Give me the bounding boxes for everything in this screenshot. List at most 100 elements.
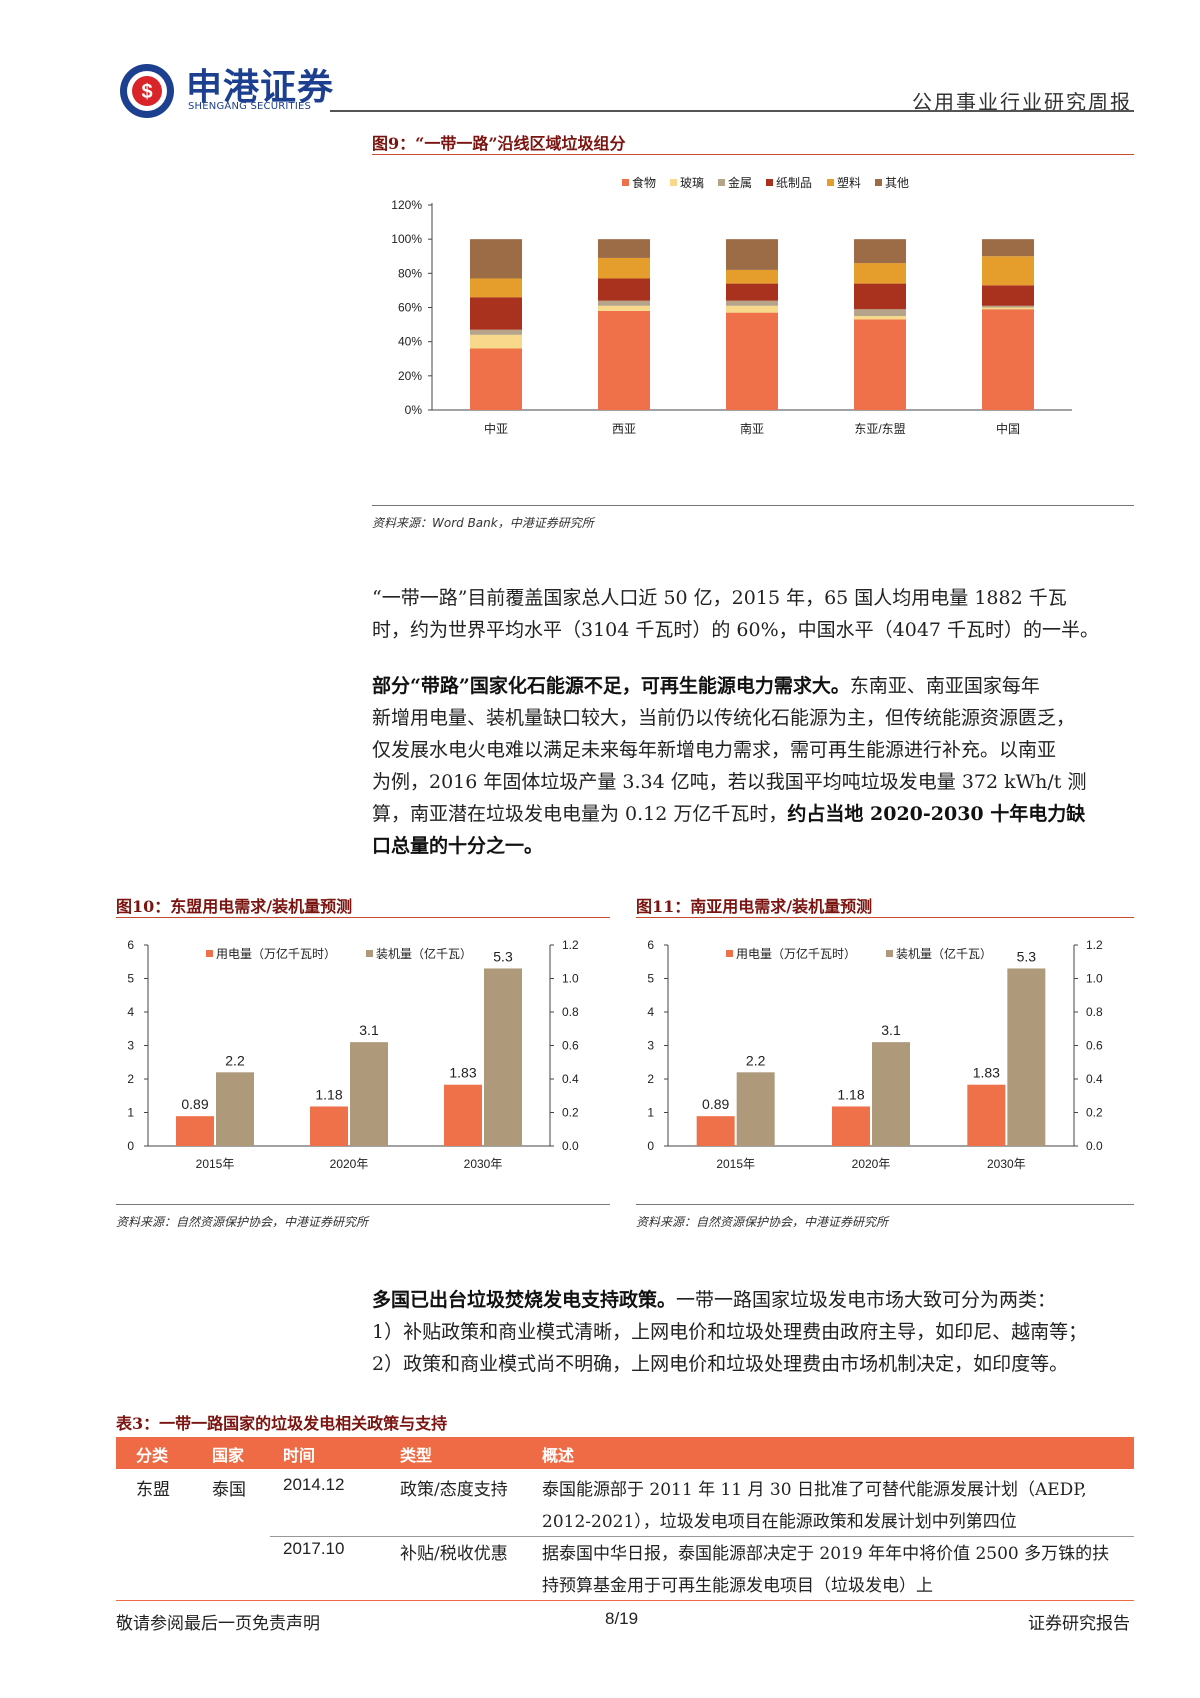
table-row-divider — [270, 1536, 1134, 1537]
figure9-chart: 0% 20% 40% 60% 80% 100% 120% 中亚 西亚 南亚 东亚/东盟 中国 食物 玻璃 金… — [391, 175, 1072, 436]
table-cell-type: 补贴/税收优惠 — [400, 1544, 508, 1564]
legend-label: 其他 — [885, 176, 909, 190]
legend-label: 用电量（万亿千瓦时） — [736, 946, 856, 961]
legend-swatch — [875, 179, 882, 186]
figure10-bottom-rule — [116, 1204, 610, 1205]
table-cell-time: 2014.12 — [283, 1475, 345, 1494]
legend-label: 装机量（亿千瓦） — [376, 946, 472, 961]
y-tick-label: 0% — [405, 403, 423, 417]
x-tick-label: 2015年 — [716, 1157, 755, 1171]
x-tick-label: 南亚 — [740, 421, 764, 436]
table3-caption: 表3：一带一路国家的垃圾发电相关政策与支持 — [116, 1414, 448, 1433]
y-right-tick-label: 0.0 — [562, 1139, 579, 1153]
y-tick-label: 80% — [398, 266, 422, 280]
y-tick-label: 100% — [391, 232, 422, 246]
paragraph-lead-bold: 多国已出台垃圾焚烧发电支持政策。 — [372, 1289, 677, 1311]
y-right-tick-label: 0.2 — [1086, 1106, 1103, 1120]
table-cell-summary: 据泰国中华日报，泰国能源部决定于 2019 年年中将价值 2500 多万铢的扶 — [542, 1544, 1110, 1564]
x-tick-label: 中亚 — [484, 421, 508, 436]
bar — [696, 1116, 735, 1146]
x-tick-label: 2030年 — [464, 1157, 503, 1171]
bar — [216, 1072, 254, 1146]
y-left-tick-label: 4 — [127, 1005, 134, 1019]
bar-segment — [854, 309, 906, 317]
x-tick-label: 中国 — [996, 421, 1020, 436]
table-header-cell: 国家 — [212, 1446, 245, 1465]
paragraph-line: 1）补贴政策和商业模式清晰，上网电价和垃圾处理费由政府主导，如印尼、越南等； — [372, 1321, 1088, 1343]
y-left-tick-label: 1 — [127, 1106, 134, 1120]
table-header-cell: 时间 — [283, 1446, 316, 1465]
y-tick-label: 60% — [398, 301, 422, 315]
figure10-chart: 0 1 2 3 4 5 6 0.0 0.2 0.4 0.6 0.8 1.0 1.2 0.89 2.2 2015年… — [127, 938, 579, 1171]
data-label: 1.83 — [449, 1065, 476, 1081]
legend-swatch — [766, 179, 773, 186]
x-tick-label: 东亚/东盟 — [854, 422, 905, 436]
table-cell-time: 2017.10 — [283, 1539, 345, 1558]
data-label: 1.18 — [837, 1086, 864, 1102]
figure9-top-rule — [372, 154, 1134, 155]
bar-segment — [598, 278, 650, 301]
y-right-tick-label: 1.0 — [1086, 972, 1103, 986]
bar-segment — [854, 319, 906, 410]
legend-swatch — [622, 179, 629, 186]
paragraph-highlight-bold: 约占当地 2020-2030 十年电力缺 — [787, 803, 1086, 825]
y-left-tick-label: 2 — [647, 1072, 654, 1086]
bar-segment — [598, 310, 650, 410]
bar — [484, 968, 522, 1146]
bar-segment — [726, 269, 778, 284]
y-right-tick-label: 0.2 — [562, 1106, 579, 1120]
y-right-tick-label: 0.8 — [1086, 1005, 1103, 1019]
bar-segment — [598, 300, 650, 306]
y-left-tick-label: 5 — [127, 972, 134, 986]
shengang-logo-icon: $ — [120, 64, 174, 118]
bar-segment — [854, 316, 906, 320]
legend-swatch — [366, 950, 373, 957]
paragraph-line: 为例，2016 年固体垃圾产量 3.34 亿吨，若以我国平均吨垃圾发电量 372… — [372, 771, 1087, 793]
bar-segment — [854, 263, 906, 284]
company-logo-text: 申港证券 — [186, 67, 335, 108]
bar — [350, 1042, 388, 1146]
bar — [736, 1072, 775, 1146]
bar-segment — [726, 283, 778, 301]
legend-swatch — [206, 950, 213, 957]
data-label: 1.18 — [315, 1086, 342, 1102]
figure9-source: 资料来源：Word Bank，中港证券研究所 — [372, 516, 594, 530]
table-cell-summary: 2012-2021），垃圾发电项目在能源政策和发展计划中列第四位 — [542, 1512, 1017, 1532]
bar — [310, 1106, 348, 1146]
legend-label: 食物 — [632, 175, 656, 190]
data-label: 5.3 — [1017, 948, 1037, 964]
bar-segment — [470, 334, 522, 349]
bar-segment — [982, 285, 1034, 306]
data-label: 5.3 — [493, 948, 513, 964]
y-left-tick-label: 0 — [647, 1139, 654, 1153]
figure10-top-rule — [116, 917, 610, 918]
figure10-source: 资料来源：自然资源保护协会，中港证券研究所 — [116, 1215, 369, 1229]
legend-swatch — [827, 179, 834, 186]
y-right-tick-label: 0.4 — [1086, 1072, 1103, 1086]
bar-segment — [598, 305, 650, 311]
bar-segment — [854, 283, 906, 310]
data-label: 1.83 — [973, 1065, 1000, 1081]
bar-segment — [726, 300, 778, 306]
y-left-tick-label: 6 — [127, 938, 134, 952]
y-right-tick-label: 0.0 — [1086, 1139, 1103, 1153]
y-left-tick-label: 3 — [127, 1039, 134, 1053]
y-right-tick-label: 0.6 — [1086, 1039, 1103, 1053]
paragraph-line: 2）政策和商业模式尚不明确，上网电价和垃圾处理费由市场机制决定，如印度等。 — [372, 1353, 1069, 1375]
x-tick-label: 西亚 — [612, 422, 636, 436]
bar-segment — [982, 256, 1034, 286]
bar-segment — [598, 239, 650, 258]
paragraph-text: 算，南亚潜在垃圾发电电量为 0.12 万亿千瓦时， — [372, 803, 788, 825]
paragraph-text: 东南亚、南亚国家每年 — [849, 675, 1040, 697]
paragraph-population: “一带一路”目前覆盖国家总人口近 50 亿，2015 年，65 国人均用电量 1… — [372, 582, 1140, 646]
legend-swatch — [886, 950, 893, 957]
legend-label: 塑料 — [837, 175, 861, 190]
legend-swatch — [670, 179, 677, 186]
table-header-cell: 分类 — [136, 1446, 169, 1465]
header-divider — [330, 110, 1134, 112]
footer-report-label: 证券研究报告 — [1028, 1614, 1130, 1634]
legend-label: 玻璃 — [680, 176, 704, 190]
y-right-tick-label: 1.0 — [562, 972, 579, 986]
legend-swatch — [726, 950, 733, 957]
paragraph-line: 新增用电量、装机量缺口较大，当前仍以传统化石能源为主，但传统能源资源匮乏， — [372, 707, 1076, 729]
